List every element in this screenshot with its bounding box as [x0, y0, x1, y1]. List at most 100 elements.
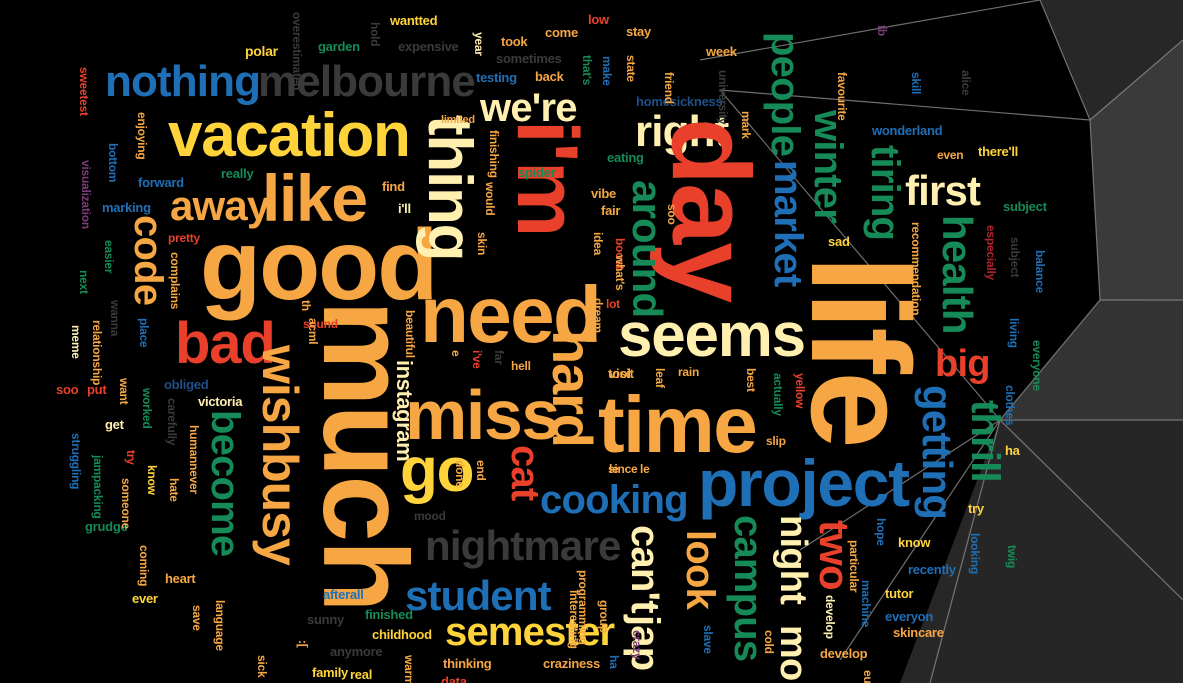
word: week — [706, 44, 737, 59]
word: alice — [959, 70, 973, 96]
word: mo — [772, 625, 814, 681]
word: someone — [119, 478, 133, 530]
word: crazy — [630, 630, 644, 660]
word: nightmare — [425, 522, 621, 569]
word: melbourne — [258, 57, 476, 106]
word: leaf — [653, 368, 667, 388]
word: friend — [662, 72, 676, 104]
word: clothes — [1003, 385, 1017, 426]
word: visualization — [79, 160, 93, 229]
word: would — [483, 182, 497, 216]
word: wanna — [108, 300, 122, 337]
word: develop — [820, 646, 868, 661]
bg-line — [699, 0, 1041, 61]
word: visit — [609, 366, 634, 381]
word: stay — [626, 24, 651, 39]
word: vacation — [168, 101, 411, 170]
word: getting — [914, 385, 961, 520]
word: good — [200, 209, 438, 321]
word: beautiful — [403, 310, 417, 358]
word: programming — [576, 570, 590, 645]
word: there'll — [978, 144, 1019, 159]
word: look — [678, 530, 722, 610]
word: sad — [828, 234, 850, 249]
word: even — [937, 148, 964, 162]
word: carefully — [165, 398, 179, 446]
word: polar — [245, 43, 278, 59]
word: mood — [414, 509, 446, 523]
word: university — [716, 70, 730, 125]
word: instagram — [392, 360, 417, 462]
word: become — [203, 410, 247, 557]
word: far — [492, 350, 506, 365]
word: go — [400, 436, 475, 505]
word: back — [535, 69, 564, 84]
word: hard — [541, 330, 604, 447]
word: want — [117, 378, 131, 405]
word: around — [624, 180, 671, 318]
word: tiring — [863, 145, 907, 241]
word: first — [905, 167, 981, 214]
word: get — [105, 417, 124, 432]
word: wonderland — [872, 123, 943, 138]
word: victoria — [198, 394, 243, 409]
word: thinking — [443, 656, 492, 671]
word: people — [763, 32, 807, 157]
word: ha — [607, 655, 621, 669]
word: hope — [874, 518, 888, 546]
word: what's — [613, 255, 627, 291]
word: pretty — [168, 231, 200, 245]
word: year — [472, 32, 486, 56]
word: fb — [875, 25, 889, 36]
word: miss — [405, 376, 560, 454]
word: hell — [511, 359, 531, 373]
bg-line — [999, 419, 1183, 601]
word: dream — [591, 298, 605, 333]
word: sick — [255, 655, 269, 678]
bg-facet — [930, 420, 1183, 683]
word: data — [441, 674, 467, 683]
word: finishing — [487, 130, 501, 178]
word: bad — [175, 311, 276, 376]
word: favourite — [835, 72, 849, 121]
word: big — [935, 343, 990, 385]
word: relationship — [90, 320, 104, 386]
word: jampacking — [91, 455, 105, 519]
bg-line — [1089, 39, 1183, 121]
word: especially — [984, 225, 998, 280]
word: everyon — [885, 609, 934, 624]
word: particular — [847, 540, 861, 593]
word: hate — [167, 478, 181, 502]
word: actually — [771, 373, 785, 416]
word: language — [213, 600, 227, 651]
word: group — [597, 600, 611, 633]
word: sunny — [307, 612, 344, 627]
word: vibe — [591, 186, 616, 201]
word: cooking — [540, 478, 689, 522]
word: eating — [607, 150, 644, 165]
word: state — [624, 55, 638, 82]
word: wantted — [390, 13, 438, 28]
word: save — [190, 605, 204, 631]
word: le — [640, 462, 650, 476]
word: marking — [102, 200, 151, 215]
word: try — [124, 450, 138, 465]
bg-line — [1039, 0, 1091, 121]
word: nothing — [105, 57, 261, 106]
word: find — [382, 179, 405, 194]
word: tool — [608, 366, 631, 381]
word: human — [187, 425, 201, 464]
word: best — [744, 368, 758, 392]
bg-line — [929, 419, 1001, 683]
word: we're — [480, 86, 577, 130]
word: cold — [762, 630, 776, 654]
word: le — [609, 462, 619, 476]
word: can't — [623, 525, 667, 613]
word: yellow — [793, 373, 807, 409]
word: low — [588, 12, 609, 27]
word: mark — [739, 111, 753, 139]
word: rain — [678, 365, 700, 379]
word: :[ — [296, 640, 310, 648]
word: complains — [168, 252, 182, 310]
